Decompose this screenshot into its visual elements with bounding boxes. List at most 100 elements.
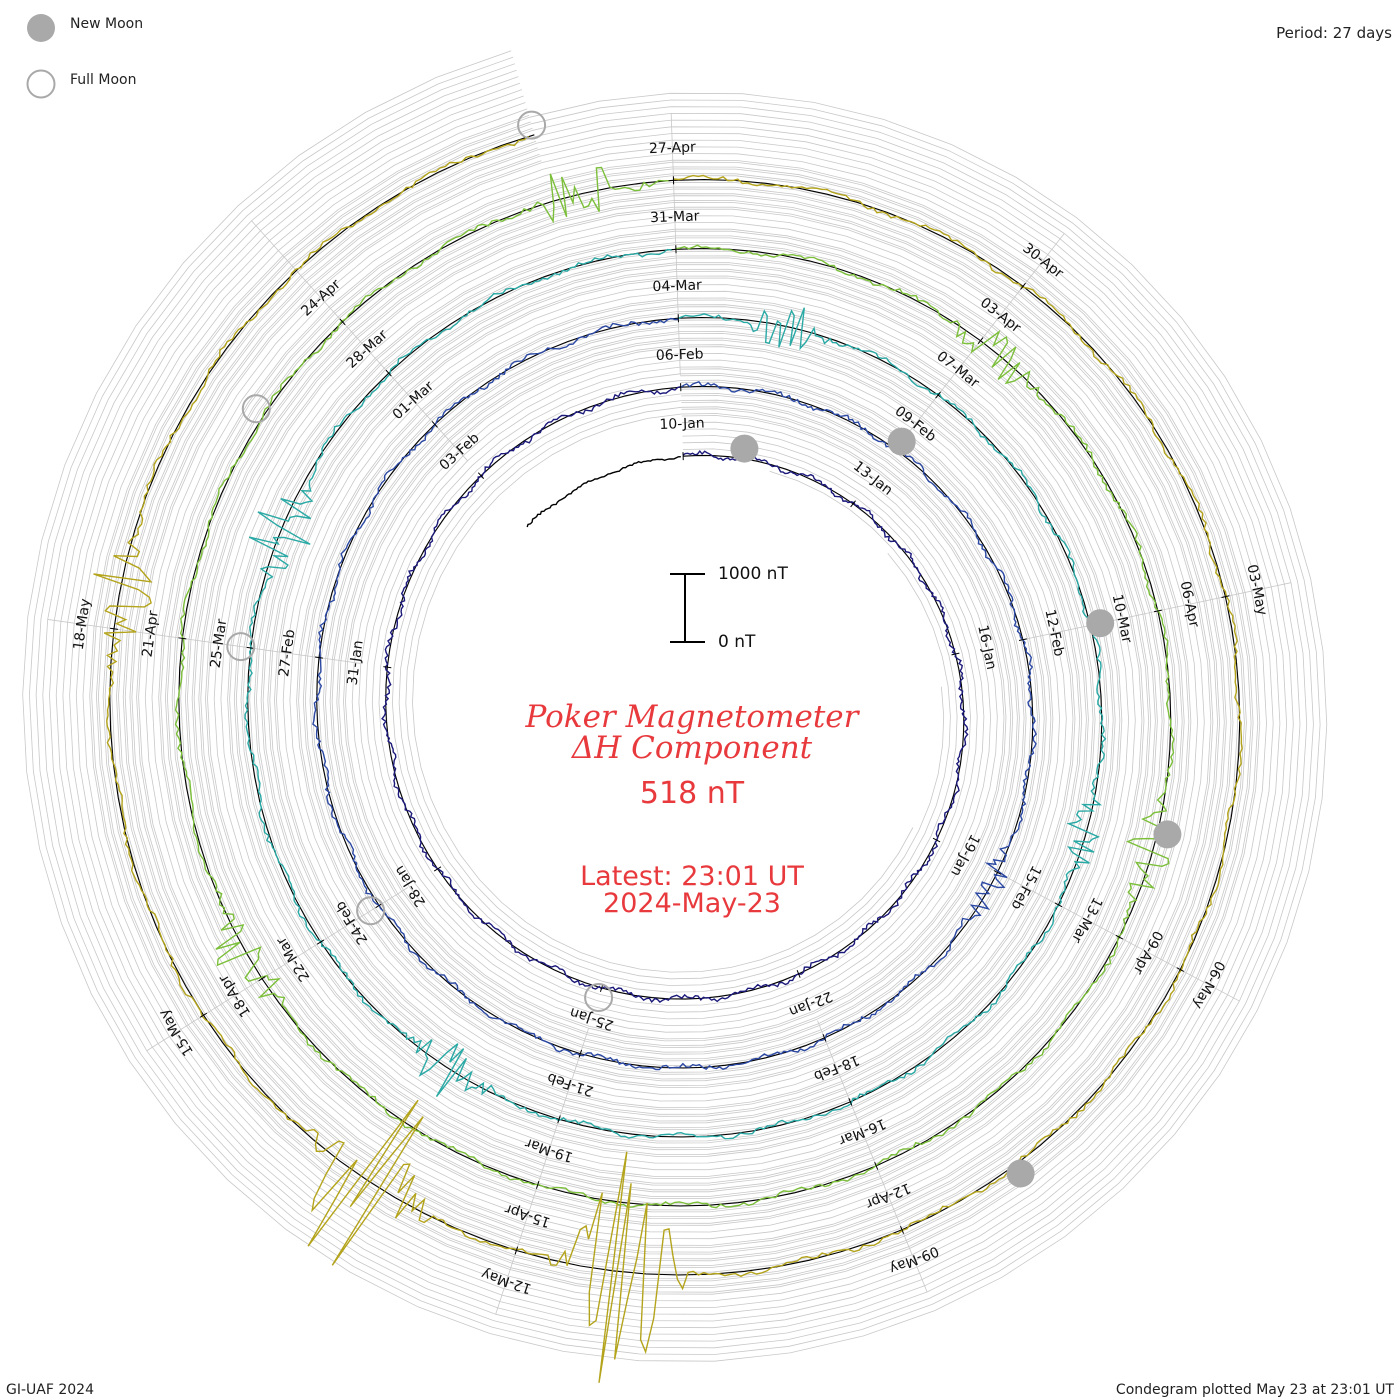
grid-ring <box>62 89 1288 1322</box>
date-tick <box>314 656 324 659</box>
date-tick <box>258 976 266 982</box>
trace-turn-1 <box>312 317 1037 1071</box>
date-label: 13-Mar <box>1068 894 1105 945</box>
date-label: 18-Feb <box>811 1051 861 1084</box>
date-label: 21-Apr <box>139 609 161 658</box>
date-label: 18-May <box>71 598 94 652</box>
date-tick <box>848 1097 853 1106</box>
grid-spoke <box>146 887 409 1052</box>
date-tick <box>796 970 801 978</box>
date-tick <box>1020 282 1026 290</box>
date-tick <box>383 666 392 669</box>
date-tick <box>557 1115 561 1124</box>
chart-subtitle: ΔH Component <box>571 730 813 766</box>
date-tick <box>850 500 856 508</box>
scale-bar: 1000 nT 0 nT <box>670 564 788 652</box>
date-tick <box>477 472 485 479</box>
scale-top-label: 1000 nT <box>718 564 788 584</box>
date-tick <box>900 1225 904 1234</box>
date-label: 24-Apr <box>298 276 344 319</box>
grid-ring <box>55 82 1294 1329</box>
date-tick <box>1018 638 1027 641</box>
grid-spoke <box>47 619 361 664</box>
date-tick <box>935 391 941 399</box>
date-tick <box>199 1012 208 1018</box>
grid-ring <box>49 76 1301 1335</box>
baseline-spiral-path <box>109 134 1241 1276</box>
date-label: 16-Mar <box>836 1115 888 1148</box>
date-label: 28-Jan <box>392 862 430 909</box>
date-label: 28-Mar <box>344 327 392 372</box>
new-moon-marker <box>1153 820 1182 849</box>
date-label: 03-May <box>1244 563 1270 617</box>
date-tick <box>932 837 941 843</box>
new-moon-marker <box>1006 1159 1035 1188</box>
new-moon-legend-icon <box>27 14 55 42</box>
date-tick <box>109 627 119 630</box>
grid-ring <box>95 121 1254 1288</box>
grid-ring <box>129 153 1221 1255</box>
grid-ring <box>28 56 1321 1355</box>
new-moon-marker <box>887 427 916 456</box>
latest-time: Latest: 23:01 UT <box>580 861 804 892</box>
full-moon-marker <box>517 110 547 140</box>
trace-turn-3 <box>174 166 1175 1209</box>
chart-title: Poker Magnetometer <box>525 699 861 735</box>
date-tick <box>316 939 325 945</box>
date-label: 12-May <box>479 1265 533 1296</box>
grid-spoke <box>987 866 1240 1002</box>
period-label: Period: 27 days <box>1276 24 1392 42</box>
grid-layer <box>22 50 1328 1362</box>
date-tick <box>433 866 442 872</box>
full-moon-legend-label: Full Moon <box>70 72 136 88</box>
moon-marker-layer <box>226 110 1182 1188</box>
grid-ring <box>89 115 1261 1295</box>
date-label: 06-Feb <box>656 346 704 364</box>
date-label: 18-Apr <box>216 971 254 1019</box>
date-tick <box>993 870 1002 875</box>
date-label: 12-Apr <box>863 1179 913 1211</box>
new-moon-legend-label: New Moon <box>70 16 143 32</box>
grid-ring <box>82 108 1267 1302</box>
new-moon-marker <box>730 434 759 463</box>
grid-ring <box>35 63 1314 1349</box>
date-label: 31-Jan <box>345 639 367 686</box>
date-tick <box>874 1161 879 1170</box>
grid-spoke <box>670 113 681 376</box>
scale-bottom-label: 0 nT <box>718 632 756 652</box>
date-tick <box>822 1034 827 1042</box>
latest-date: 2024-May-23 <box>603 888 781 919</box>
grid-spoke <box>251 220 469 462</box>
date-tick <box>578 1049 583 1058</box>
date-label: 25-Mar <box>208 618 231 669</box>
trace-start <box>526 456 681 528</box>
date-tick <box>951 652 960 656</box>
date-label: 10-Jan <box>659 415 705 433</box>
footer-credit: GI-UAF 2024 <box>6 1382 94 1398</box>
trace-turn-2 <box>244 248 1107 1140</box>
date-tick <box>1221 595 1230 598</box>
full-moon-marker <box>356 896 386 926</box>
date-tick <box>977 337 984 345</box>
trace-turn-4 <box>93 136 1243 1383</box>
full-moon-marker <box>226 632 256 662</box>
date-tick <box>385 369 392 377</box>
grid-ring <box>116 140 1234 1268</box>
date-label: 09-May <box>887 1242 941 1276</box>
footer-plot-time: Condegram plotted May 23 at 23:01 UT <box>1116 1382 1395 1398</box>
new-moon-marker <box>1086 609 1115 638</box>
spoke-layer <box>47 113 1292 1315</box>
date-tick <box>1054 902 1063 908</box>
trace-layer <box>93 136 1243 1383</box>
full-moon-marker <box>241 394 271 424</box>
date-label: 03-Feb <box>437 430 483 474</box>
grid-ring <box>102 127 1247 1282</box>
baseline-spiral <box>109 134 1241 1276</box>
grid-ring <box>136 160 1214 1248</box>
grid-ring <box>22 50 1328 1362</box>
grid-spoke <box>817 1020 928 1293</box>
date-tick <box>535 1180 540 1189</box>
date-tick <box>339 318 346 326</box>
date-label: 04-Mar <box>652 277 702 295</box>
trace-turn-0 <box>381 386 969 1004</box>
